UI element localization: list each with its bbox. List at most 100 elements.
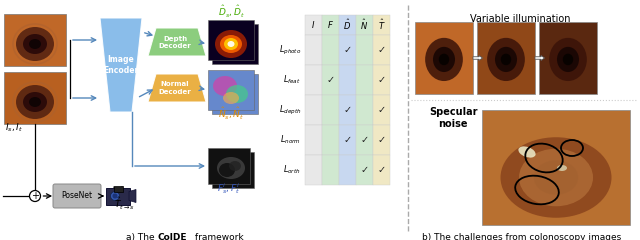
Ellipse shape xyxy=(500,137,611,218)
Text: ColDE: ColDE xyxy=(158,233,188,240)
Ellipse shape xyxy=(549,38,587,81)
Text: $L_{feat}$: $L_{feat}$ xyxy=(284,74,301,86)
Text: $\hat{N}$: $\hat{N}$ xyxy=(360,18,369,32)
FancyBboxPatch shape xyxy=(305,155,322,185)
Ellipse shape xyxy=(16,85,54,119)
Text: $F$: $F$ xyxy=(327,19,334,30)
FancyBboxPatch shape xyxy=(212,74,258,114)
FancyBboxPatch shape xyxy=(212,152,254,188)
Ellipse shape xyxy=(217,157,245,179)
Text: $\hat{T}_{t \to s}$: $\hat{T}_{t \to s}$ xyxy=(113,195,134,211)
FancyBboxPatch shape xyxy=(322,95,339,125)
FancyBboxPatch shape xyxy=(356,95,373,125)
FancyBboxPatch shape xyxy=(373,125,390,155)
Ellipse shape xyxy=(487,38,525,81)
Ellipse shape xyxy=(29,39,41,49)
Ellipse shape xyxy=(500,54,511,65)
Text: ✓: ✓ xyxy=(378,165,385,175)
FancyBboxPatch shape xyxy=(339,65,356,95)
Text: Depth
Decoder: Depth Decoder xyxy=(159,36,191,48)
FancyBboxPatch shape xyxy=(415,22,473,94)
Ellipse shape xyxy=(433,47,455,72)
FancyArrow shape xyxy=(473,55,483,60)
Text: ✓: ✓ xyxy=(378,45,385,55)
Circle shape xyxy=(113,193,118,198)
Ellipse shape xyxy=(224,38,238,50)
FancyBboxPatch shape xyxy=(113,186,122,192)
Text: Variable illumination: Variable illumination xyxy=(470,14,570,24)
Text: $L_{norm}$: $L_{norm}$ xyxy=(280,134,301,146)
Text: PoseNet: PoseNet xyxy=(61,192,93,200)
FancyBboxPatch shape xyxy=(106,187,130,204)
Ellipse shape xyxy=(227,41,234,47)
Ellipse shape xyxy=(215,30,247,58)
Ellipse shape xyxy=(557,47,579,72)
FancyBboxPatch shape xyxy=(212,24,258,64)
FancyBboxPatch shape xyxy=(208,148,250,184)
Ellipse shape xyxy=(23,92,47,112)
FancyBboxPatch shape xyxy=(208,20,254,60)
FancyBboxPatch shape xyxy=(373,15,390,35)
FancyBboxPatch shape xyxy=(356,35,373,65)
Ellipse shape xyxy=(219,163,235,177)
FancyBboxPatch shape xyxy=(339,125,356,155)
Ellipse shape xyxy=(223,92,239,104)
FancyBboxPatch shape xyxy=(339,95,356,125)
Polygon shape xyxy=(100,18,142,112)
Text: $I_s, I_t$: $I_s, I_t$ xyxy=(5,121,23,133)
FancyBboxPatch shape xyxy=(373,35,390,65)
Ellipse shape xyxy=(557,165,567,171)
Ellipse shape xyxy=(518,146,536,158)
Text: $L_{depth}$: $L_{depth}$ xyxy=(278,103,301,117)
Text: $\hat{N}_s, \hat{N}_t$: $\hat{N}_s, \hat{N}_t$ xyxy=(218,105,244,121)
Text: ✓: ✓ xyxy=(344,45,351,55)
Ellipse shape xyxy=(213,76,237,96)
Text: $\hat{T}$: $\hat{T}$ xyxy=(378,18,385,32)
Text: $L_{photo}$: $L_{photo}$ xyxy=(278,43,301,57)
FancyBboxPatch shape xyxy=(322,15,339,35)
FancyBboxPatch shape xyxy=(339,35,356,65)
FancyBboxPatch shape xyxy=(322,125,339,155)
Ellipse shape xyxy=(534,160,578,195)
FancyBboxPatch shape xyxy=(539,22,597,94)
FancyBboxPatch shape xyxy=(322,35,339,65)
FancyBboxPatch shape xyxy=(305,35,322,65)
Text: $\hat{D}_s, \hat{D}_t$: $\hat{D}_s, \hat{D}_t$ xyxy=(218,3,244,19)
Text: ✓: ✓ xyxy=(344,135,351,145)
FancyBboxPatch shape xyxy=(339,15,356,35)
Ellipse shape xyxy=(563,54,573,65)
Text: a) The: a) The xyxy=(127,233,158,240)
FancyBboxPatch shape xyxy=(477,22,535,94)
Text: Normal
Decoder: Normal Decoder xyxy=(159,82,191,95)
FancyBboxPatch shape xyxy=(356,65,373,95)
FancyBboxPatch shape xyxy=(482,110,630,225)
FancyBboxPatch shape xyxy=(373,65,390,95)
Polygon shape xyxy=(148,28,206,56)
Text: +: + xyxy=(31,191,39,201)
Ellipse shape xyxy=(425,38,463,81)
Circle shape xyxy=(29,191,40,202)
Ellipse shape xyxy=(519,149,593,206)
FancyBboxPatch shape xyxy=(322,155,339,185)
Polygon shape xyxy=(148,74,206,102)
Text: $\hat{D}$: $\hat{D}$ xyxy=(344,18,351,32)
Ellipse shape xyxy=(23,34,47,54)
Text: ✓: ✓ xyxy=(378,75,385,85)
Text: ✓: ✓ xyxy=(360,135,369,145)
FancyBboxPatch shape xyxy=(53,184,101,208)
FancyBboxPatch shape xyxy=(322,65,339,95)
Circle shape xyxy=(111,192,120,200)
FancyBboxPatch shape xyxy=(4,72,66,124)
Ellipse shape xyxy=(495,47,517,72)
FancyBboxPatch shape xyxy=(305,125,322,155)
FancyBboxPatch shape xyxy=(356,155,373,185)
FancyBboxPatch shape xyxy=(356,125,373,155)
Text: b) The challenges from colonoscopy images: b) The challenges from colonoscopy image… xyxy=(422,233,621,240)
Text: $F^i_s, F^i_t$: $F^i_s, F^i_t$ xyxy=(218,182,241,197)
Text: $L_{orth}$: $L_{orth}$ xyxy=(284,164,301,176)
Ellipse shape xyxy=(220,35,242,53)
Ellipse shape xyxy=(229,161,241,171)
FancyBboxPatch shape xyxy=(305,15,322,35)
Ellipse shape xyxy=(439,54,449,65)
Text: ✓: ✓ xyxy=(344,105,351,115)
